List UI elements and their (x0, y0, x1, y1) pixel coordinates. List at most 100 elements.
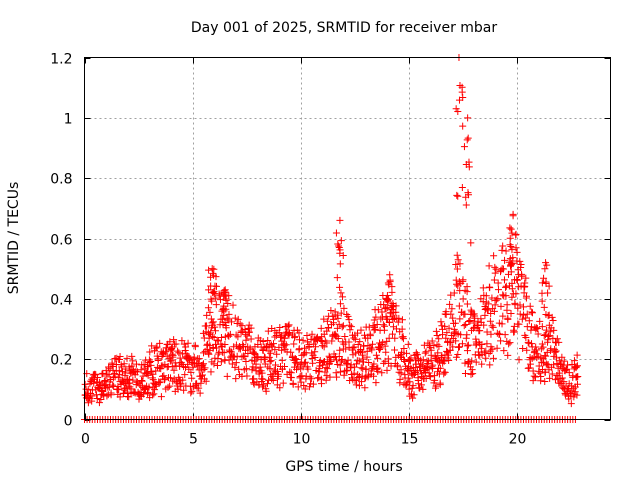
data-point (538, 340, 546, 348)
data-point (210, 265, 218, 273)
data-point (565, 369, 573, 377)
data-point (541, 368, 549, 376)
data-point (327, 358, 335, 366)
data-point (276, 384, 284, 392)
data-point (454, 108, 462, 116)
data-point (207, 329, 215, 337)
data-point (490, 307, 498, 315)
data-point (341, 332, 349, 340)
data-point (518, 315, 526, 323)
data-point (242, 336, 250, 344)
data-point (376, 345, 384, 353)
data-point (411, 370, 419, 378)
data-point (232, 331, 240, 339)
data-point (518, 272, 526, 280)
data-point (90, 379, 98, 387)
data-point (320, 315, 328, 323)
data-point (551, 348, 559, 356)
data-point (282, 341, 290, 349)
data-point (462, 201, 470, 209)
data-point (270, 369, 278, 377)
data-point (502, 292, 510, 300)
data-point (459, 295, 467, 303)
y-axis-label: SRMTID / TECUs (6, 182, 22, 295)
data-point (542, 259, 550, 267)
data-point (168, 350, 176, 358)
data-point (166, 338, 174, 346)
data-point (274, 370, 282, 378)
data-point (285, 321, 293, 329)
data-point (179, 376, 187, 384)
data-point (561, 367, 569, 375)
data-point (519, 344, 527, 352)
data-point (381, 342, 389, 350)
data-point (403, 349, 411, 357)
data-point (370, 372, 378, 380)
data-point (301, 359, 309, 367)
data-point (507, 243, 515, 251)
data-point (404, 374, 412, 382)
data-point (532, 346, 540, 354)
data-point (190, 353, 198, 361)
data-point (172, 340, 180, 348)
data-point (168, 344, 176, 352)
data-point (186, 382, 194, 390)
data-point (538, 279, 546, 287)
data-point (144, 371, 152, 379)
data-point (400, 344, 408, 352)
data-point (334, 314, 342, 322)
data-point (288, 353, 296, 361)
data-point (345, 316, 353, 324)
data-point (501, 256, 509, 264)
data-point (445, 357, 453, 365)
data-point (387, 362, 395, 370)
data-point (333, 373, 341, 381)
data-point (133, 378, 141, 386)
data-point (482, 292, 490, 300)
data-point (187, 389, 195, 397)
data-point (540, 274, 548, 282)
data-point (508, 246, 516, 254)
data-point (312, 343, 320, 351)
data-point (236, 320, 244, 328)
data-point (428, 337, 436, 345)
data-point (269, 376, 277, 384)
data-point (222, 324, 230, 332)
data-point (417, 381, 425, 389)
data-point (419, 385, 427, 393)
data-point (188, 374, 196, 382)
data-point (145, 383, 153, 391)
data-point (521, 282, 529, 290)
data-point (221, 318, 229, 326)
data-point (318, 342, 326, 350)
data-point (455, 302, 463, 310)
data-point (469, 370, 477, 378)
data-point (401, 371, 409, 379)
data-point (538, 297, 546, 305)
data-point (406, 356, 414, 364)
data-point (499, 312, 507, 320)
data-point (445, 324, 453, 332)
data-point (205, 334, 213, 342)
data-point (507, 225, 515, 233)
data-point (81, 380, 89, 388)
data-point (508, 293, 516, 301)
data-point (391, 334, 399, 342)
data-point (532, 325, 540, 333)
data-point (200, 366, 208, 374)
data-point (540, 303, 548, 311)
data-point (485, 262, 493, 270)
data-point (234, 333, 242, 341)
data-point (103, 392, 111, 400)
data-point (337, 289, 345, 297)
data-point (462, 320, 470, 328)
data-point (300, 382, 308, 390)
data-point (279, 379, 287, 387)
data-point (84, 385, 92, 393)
x-tick-label: 15 (401, 432, 419, 448)
data-point (205, 350, 213, 358)
chart-title: Day 001 of 2025, SRMTID for receiver mba… (191, 20, 498, 36)
data-point (462, 193, 470, 201)
data-point (357, 326, 365, 334)
data-point (573, 351, 581, 359)
